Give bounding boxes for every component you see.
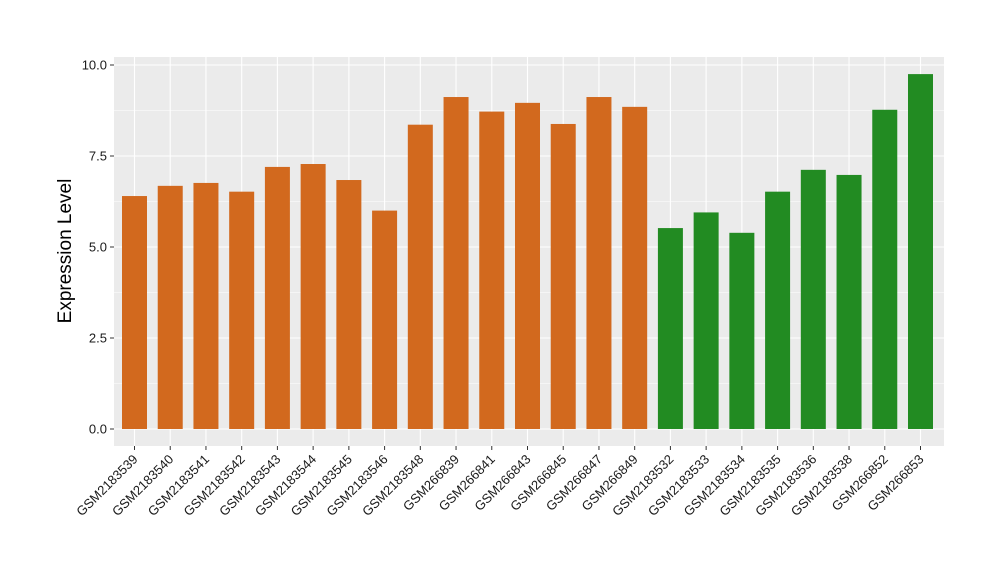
bar-GSM266839 (443, 97, 469, 430)
bar-GSM2183540 (157, 185, 183, 429)
x-tick-label: GSM2183539 (73, 452, 140, 519)
bar-GSM2183541 (193, 182, 219, 429)
bar-GSM2183544 (300, 164, 326, 429)
bar-GSM2183546 (372, 210, 398, 429)
bar-GSM266843 (514, 102, 540, 429)
bar-GSM2183538 (836, 174, 862, 429)
bar-GSM2183536 (800, 169, 826, 429)
y-tick-label: 0.0 (89, 422, 107, 437)
bar-GSM2183534 (729, 232, 755, 429)
bar-GSM2183532 (657, 228, 683, 429)
y-tick-label: 7.5 (89, 149, 107, 164)
bar-GSM2183539 (122, 196, 147, 429)
y-tick-label: 5.0 (89, 240, 107, 255)
bar-GSM2183535 (765, 191, 791, 429)
y-axis-title: Expression Level (55, 179, 76, 324)
bar-GSM2183533 (693, 212, 719, 429)
bar-GSM266853 (907, 74, 933, 429)
bar-GSM266852 (872, 109, 898, 429)
bar-GSM266845 (550, 123, 576, 429)
bar-GSM2183545 (336, 180, 362, 429)
y-tick-label: 10.0 (82, 58, 107, 73)
bar-GSM266841 (479, 111, 505, 429)
bar-GSM2183542 (229, 191, 255, 429)
bar-GSM266849 (622, 106, 648, 430)
bar-GSM2183548 (407, 124, 433, 430)
x-axis: GSM2183539GSM2183540GSM2183541GSM2183542… (73, 446, 927, 519)
y-tick-label: 2.5 (89, 331, 107, 346)
bar-GSM2183543 (264, 166, 290, 430)
bar-GSM266847 (586, 97, 612, 430)
y-axis: 0.0 2.5 5.0 7.5 10.0 (82, 58, 114, 437)
bars (122, 74, 933, 430)
